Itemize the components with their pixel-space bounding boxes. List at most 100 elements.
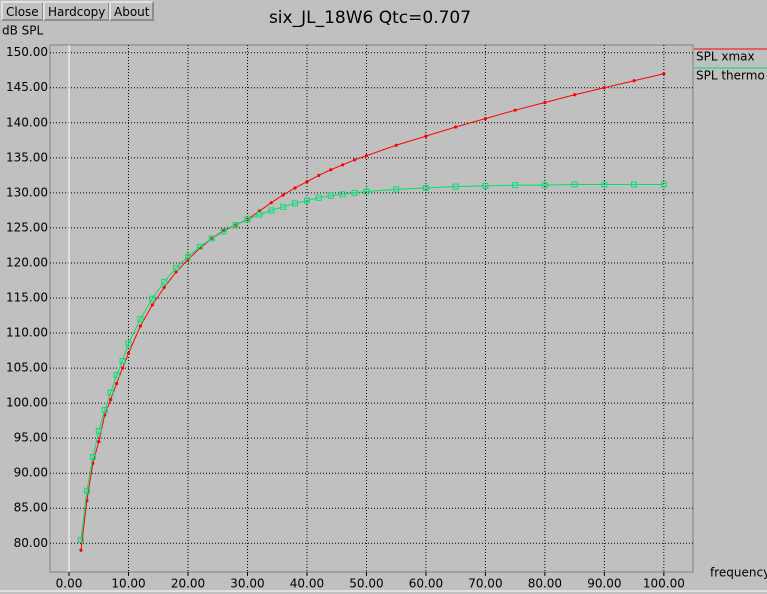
point <box>89 454 96 461</box>
point <box>303 197 310 204</box>
point <box>393 186 400 193</box>
point <box>115 381 119 386</box>
point <box>120 366 125 370</box>
point <box>631 181 638 188</box>
point <box>305 180 309 184</box>
point <box>341 163 345 167</box>
x-tick-label: 30.00 <box>230 577 264 591</box>
y-tick-label: 120.00 <box>6 255 48 269</box>
y-tick-label: 115.00 <box>6 290 48 304</box>
x-tick-label: 20.00 <box>171 577 205 591</box>
y-tick-label: 150.00 <box>6 45 48 59</box>
y-tick-label: 110.00 <box>6 326 48 340</box>
y-tick-label: 140.00 <box>6 115 48 129</box>
point <box>351 189 358 196</box>
x-tick-label: 100.00 <box>643 577 685 591</box>
point <box>662 72 666 76</box>
point <box>79 548 83 552</box>
point <box>137 316 144 323</box>
y-tick-label: 145.00 <box>6 80 48 94</box>
point <box>77 536 84 543</box>
point <box>107 389 114 396</box>
point <box>602 86 606 90</box>
point <box>208 235 215 242</box>
y-tick-label: 85.00 <box>14 501 48 515</box>
point <box>244 216 251 223</box>
point <box>571 181 578 188</box>
point <box>394 143 398 147</box>
point <box>424 134 428 138</box>
point <box>97 440 101 444</box>
point <box>329 168 333 172</box>
point <box>101 407 108 414</box>
point <box>119 358 126 365</box>
point <box>109 398 113 402</box>
point <box>220 228 227 235</box>
legend-label: SPL thermo <box>696 69 765 83</box>
chart-title: six_JL_18W6 Qtc=0.707 <box>269 8 471 28</box>
point <box>125 340 132 347</box>
point <box>482 182 489 189</box>
about-button[interactable]: About <box>109 1 155 21</box>
point <box>268 207 275 214</box>
point <box>232 222 239 229</box>
close-button[interactable]: Close <box>1 1 44 21</box>
y-tick-label: 90.00 <box>14 466 48 480</box>
point <box>269 201 273 205</box>
legend-label: SPL xmax <box>696 50 755 64</box>
point <box>174 270 178 274</box>
x-tick-label: 70.00 <box>468 577 502 591</box>
x-tick-label: 0.00 <box>56 577 83 591</box>
y-tick-label: 135.00 <box>6 150 48 164</box>
y-tick-label: 95.00 <box>14 431 48 445</box>
point <box>660 181 667 188</box>
x-tick-label: 80.00 <box>528 577 562 591</box>
point <box>422 184 429 191</box>
point <box>293 186 297 190</box>
point <box>162 285 166 290</box>
point <box>317 173 321 177</box>
series-line <box>80 183 664 540</box>
point <box>281 193 285 197</box>
point <box>364 154 369 158</box>
plot-frame <box>49 44 694 573</box>
point <box>512 182 519 189</box>
point <box>149 295 156 302</box>
y-tick-label: 80.00 <box>14 536 48 550</box>
point <box>573 93 577 97</box>
series-line <box>80 73 664 551</box>
point <box>126 351 131 355</box>
point <box>452 183 459 190</box>
point <box>196 243 203 250</box>
x-tick-label: 90.00 <box>587 577 621 591</box>
point <box>483 116 488 121</box>
point <box>327 192 334 199</box>
x-tick-label: 10.00 <box>111 577 145 591</box>
point <box>541 182 548 189</box>
point <box>150 303 154 307</box>
point <box>256 211 263 218</box>
hardcopy-button[interactable]: Hardcopy <box>43 1 111 21</box>
point <box>280 203 287 210</box>
point <box>352 158 357 162</box>
point <box>161 278 168 285</box>
point <box>113 372 120 379</box>
point <box>363 188 370 195</box>
point <box>95 428 102 435</box>
point <box>173 264 180 271</box>
x-tick-label: 50.00 <box>349 577 383 591</box>
point <box>543 100 547 105</box>
y-tick-label: 125.00 <box>6 220 48 234</box>
x-axis-label: frequency <box>710 566 767 580</box>
point <box>83 487 90 494</box>
y-tick-label: 105.00 <box>6 361 48 375</box>
y-axis-label: dB SPL <box>2 24 44 38</box>
y-tick-label: 130.00 <box>6 185 48 199</box>
point <box>138 324 143 328</box>
point <box>632 79 636 83</box>
x-tick-label: 60.00 <box>409 577 443 591</box>
point <box>513 108 517 112</box>
point <box>454 125 458 129</box>
